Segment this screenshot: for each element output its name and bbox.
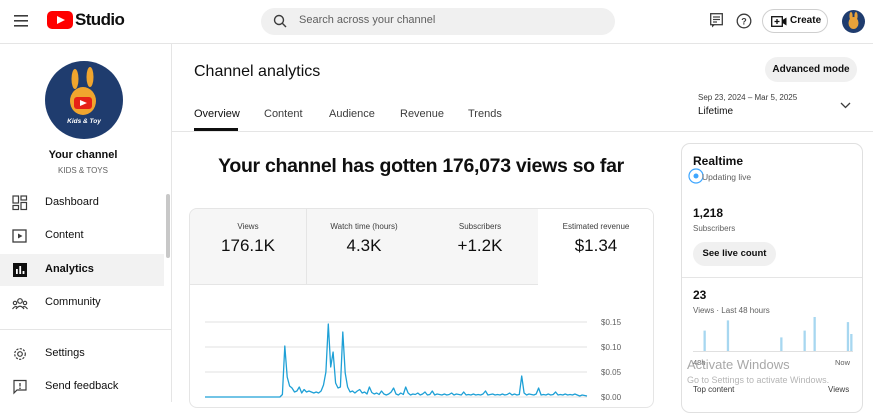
sidebar-item-community[interactable]: Community — [0, 287, 164, 319]
tab-overview[interactable]: Overview — [194, 108, 240, 120]
dashboard-icon — [12, 195, 28, 211]
realtime-bar[interactable] — [703, 330, 706, 351]
realtime-bar[interactable] — [780, 337, 783, 351]
sidebar-item-label: Send feedback — [45, 380, 119, 392]
tab-audience[interactable]: Audience — [329, 108, 375, 120]
top-content-header: Top content — [693, 385, 735, 394]
search-bar[interactable]: Search across your channel — [261, 8, 615, 35]
y-tick-label: $0.15 — [601, 318, 622, 327]
date-range-picker[interactable]: Sep 23, 2024 – Mar 5, 2025 Lifetime — [697, 93, 851, 123]
top-bar: Studio Search across your channel ? Crea… — [0, 0, 873, 44]
page-title: Channel analytics — [194, 63, 321, 80]
sidebar-item-analytics[interactable]: Analytics — [0, 254, 164, 286]
realtime-views-chart — [693, 317, 853, 352]
kpi-value: +1.2K — [457, 236, 503, 255]
see-live-count-button[interactable]: See live count — [693, 242, 776, 266]
create-button[interactable]: Create — [762, 9, 828, 33]
tab-trends[interactable]: Trends — [468, 108, 502, 120]
y-tick-label: $0.00 — [601, 393, 622, 402]
revenue-series-line — [205, 323, 588, 398]
sidebar-item-label: Dashboard — [45, 196, 99, 208]
realtime-divider — [682, 277, 862, 278]
kpi-divider — [306, 209, 307, 284]
realtime-status: Updating live — [702, 172, 752, 182]
realtime-card: Realtime Updating live 1,218 Subscribers… — [681, 143, 863, 413]
watermark-subtitle: Go to Settings to activate Windows. — [687, 375, 830, 385]
watermark-title: Activate Windows — [687, 357, 790, 372]
app-title: Studio — [75, 10, 125, 29]
kpi-revenue[interactable]: Estimated revenue $1.34 — [538, 209, 653, 284]
advanced-mode-button[interactable]: Advanced mode — [765, 57, 857, 82]
views-headline: Your channel has gotten 176,073 views so… — [218, 155, 624, 177]
realtime-bar[interactable] — [726, 320, 730, 351]
search-input[interactable]: Search across your channel — [299, 14, 436, 26]
kpi-value: 176.1K — [221, 236, 275, 255]
kpi-title: Views — [237, 222, 259, 231]
realtime-subscribers-value: 1,218 — [693, 206, 724, 220]
channel-name: KIDS & TOYS — [58, 166, 108, 175]
date-range: Sep 23, 2024 – Mar 5, 2025 — [698, 93, 798, 102]
realtime-bar[interactable] — [803, 330, 806, 351]
channel-label: Your channel — [48, 149, 118, 161]
sidebar-item-content[interactable]: Content — [0, 220, 164, 252]
sidebar-item-feedback[interactable]: Send feedback — [0, 371, 164, 403]
kpi-views[interactable]: Views 176.1K — [190, 209, 306, 284]
live-dot-icon — [688, 168, 704, 184]
sidebar-item-label: Community — [45, 296, 101, 308]
kpi-watch-time[interactable]: Watch time (hours) 4.3K — [306, 209, 422, 284]
realtime-title: Realtime — [693, 154, 744, 168]
menu-icon[interactable] — [14, 15, 28, 27]
realtime-views-value: 23 — [693, 288, 707, 302]
kpi-title: Estimated revenue — [562, 222, 630, 231]
tab-revenue[interactable]: Revenue — [400, 108, 445, 120]
date-period: Lifetime — [698, 106, 734, 117]
channel-avatar[interactable]: Kids & Toy — [45, 61, 123, 139]
sidebar-item-settings[interactable]: Settings — [0, 338, 164, 370]
revenue-chart: $0.15 $0.10 $0.05 $0.00 — [205, 318, 622, 402]
kpi-value: $1.34 — [574, 236, 618, 255]
chevron-down-icon — [840, 102, 851, 109]
tabs-divider — [172, 131, 873, 132]
content-icon — [12, 228, 28, 244]
settings-icon — [12, 346, 28, 362]
realtime-views-label: Views · Last 48 hours — [693, 306, 770, 315]
kpi-title: Subscribers — [458, 222, 502, 231]
active-tab-indicator — [194, 128, 238, 131]
kpi-title: Watch time (hours) — [330, 222, 398, 231]
avatar-text: Kids & Toy — [67, 118, 101, 125]
views-column-header: Views — [828, 385, 850, 394]
y-tick-label: $0.05 — [601, 368, 622, 377]
account-avatar[interactable] — [842, 10, 865, 33]
search-icon — [273, 14, 287, 28]
realtime-bar[interactable] — [850, 334, 853, 351]
kpi-value: 4.3K — [346, 236, 382, 255]
sidebar: Kids & Toy Your channel KIDS & TOYS Dash… — [0, 44, 172, 402]
video-plus-icon — [771, 15, 787, 28]
sidebar-item-label: Settings — [45, 347, 85, 359]
realtime-axis-end: Now — [835, 358, 851, 367]
svg-text:?: ? — [741, 17, 747, 27]
realtime-subscribers-label: Subscribers — [693, 224, 736, 233]
create-label: Create — [790, 15, 822, 26]
tab-content[interactable]: Content — [264, 108, 303, 120]
y-tick-label: $0.10 — [601, 343, 622, 352]
realtime-bar[interactable] — [846, 322, 850, 351]
captions-icon[interactable] — [710, 13, 723, 28]
sidebar-divider — [0, 329, 172, 330]
community-icon — [12, 295, 28, 311]
youtube-logo-icon[interactable] — [47, 11, 73, 29]
sidebar-item-label: Analytics — [45, 263, 94, 275]
realtime-axis-start: 48h — [693, 358, 706, 367]
feedback-icon — [12, 379, 28, 395]
analytics-icon — [12, 262, 28, 278]
kpi-subscribers[interactable]: Subscribers +1.2K — [422, 209, 538, 284]
sidebar-item-label: Content — [45, 229, 84, 241]
kpi-bottom-divider — [190, 284, 538, 285]
realtime-bar[interactable] — [813, 317, 816, 351]
help-icon[interactable]: ? — [736, 13, 752, 29]
sidebar-scrollbar[interactable] — [166, 194, 170, 258]
sidebar-item-dashboard[interactable]: Dashboard — [0, 187, 164, 219]
